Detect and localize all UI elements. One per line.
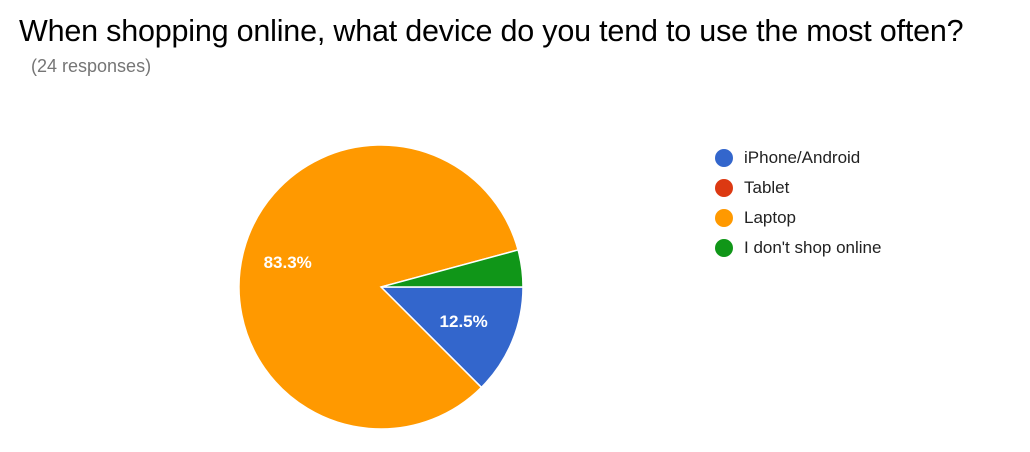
slice-data-label: 12.5% <box>440 312 488 331</box>
legend-label: Laptop <box>744 208 796 227</box>
pie-slice-i-don-t-shop-online[interactable] <box>380 249 524 288</box>
legend-item-laptop[interactable]: Laptop <box>715 203 881 233</box>
legend-item-tablet[interactable]: Tablet <box>715 173 881 203</box>
legend-item-no-online-shopping[interactable]: I don't shop online <box>715 233 881 263</box>
legend-swatch <box>715 149 733 167</box>
pie-slice-iphone-android[interactable] <box>379 286 524 389</box>
legend-item-iphone-android[interactable]: iPhone/Android <box>715 143 881 173</box>
chart-title: When shopping online, what device do you… <box>19 14 964 48</box>
response-count: (24 responses) <box>31 56 152 76</box>
legend-swatch <box>715 179 733 197</box>
pie-slice-laptop[interactable] <box>238 144 520 430</box>
legend-label: Tablet <box>744 178 790 197</box>
legend-swatch <box>715 239 733 257</box>
legend-label: I don't shop online <box>744 238 882 257</box>
legend-swatch <box>715 209 733 227</box>
slice-data-label: 83.3% <box>264 253 312 272</box>
legend: iPhone/Android Tablet Laptop I don't sho… <box>715 143 881 263</box>
legend-label: iPhone/Android <box>744 148 861 167</box>
